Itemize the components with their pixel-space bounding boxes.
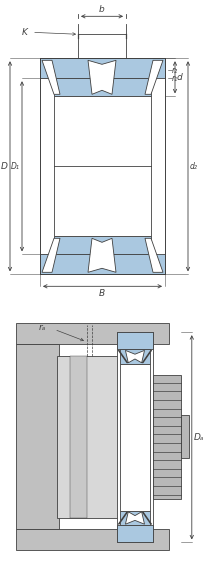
- Bar: [54, 96, 150, 236]
- Bar: [40, 58, 164, 78]
- Bar: [16, 529, 168, 550]
- Text: D: D: [1, 162, 8, 171]
- Bar: [180, 415, 188, 459]
- Text: b: b: [99, 5, 104, 14]
- Text: B: B: [99, 289, 105, 298]
- Text: d₂: d₂: [189, 162, 197, 171]
- Polygon shape: [144, 238, 162, 272]
- Bar: [117, 525, 152, 542]
- Bar: [57, 356, 119, 518]
- Bar: [117, 332, 152, 349]
- Bar: [54, 78, 150, 96]
- Bar: [152, 375, 180, 500]
- Polygon shape: [88, 61, 115, 94]
- Bar: [40, 254, 164, 274]
- Polygon shape: [125, 512, 144, 524]
- Bar: [69, 356, 86, 518]
- Polygon shape: [141, 351, 151, 363]
- Polygon shape: [144, 61, 162, 94]
- Text: r₂: r₂: [171, 66, 177, 75]
- Text: r₁: r₁: [171, 74, 177, 83]
- Text: K: K: [22, 28, 28, 37]
- Polygon shape: [125, 351, 144, 363]
- Bar: [16, 344, 59, 529]
- Bar: [54, 236, 150, 254]
- Text: Dₐ: Dₐ: [193, 433, 203, 442]
- Bar: [120, 349, 149, 364]
- Bar: [117, 332, 152, 542]
- Text: rₐ: rₐ: [39, 323, 46, 332]
- Bar: [40, 58, 164, 274]
- Bar: [16, 323, 168, 344]
- Polygon shape: [88, 238, 115, 272]
- Polygon shape: [118, 351, 127, 363]
- Text: D₁: D₁: [11, 162, 20, 171]
- Text: d: d: [176, 73, 182, 82]
- Bar: [120, 511, 149, 525]
- Bar: [120, 364, 149, 511]
- Polygon shape: [42, 61, 60, 94]
- Polygon shape: [141, 512, 151, 524]
- Polygon shape: [42, 238, 60, 272]
- Polygon shape: [118, 512, 127, 524]
